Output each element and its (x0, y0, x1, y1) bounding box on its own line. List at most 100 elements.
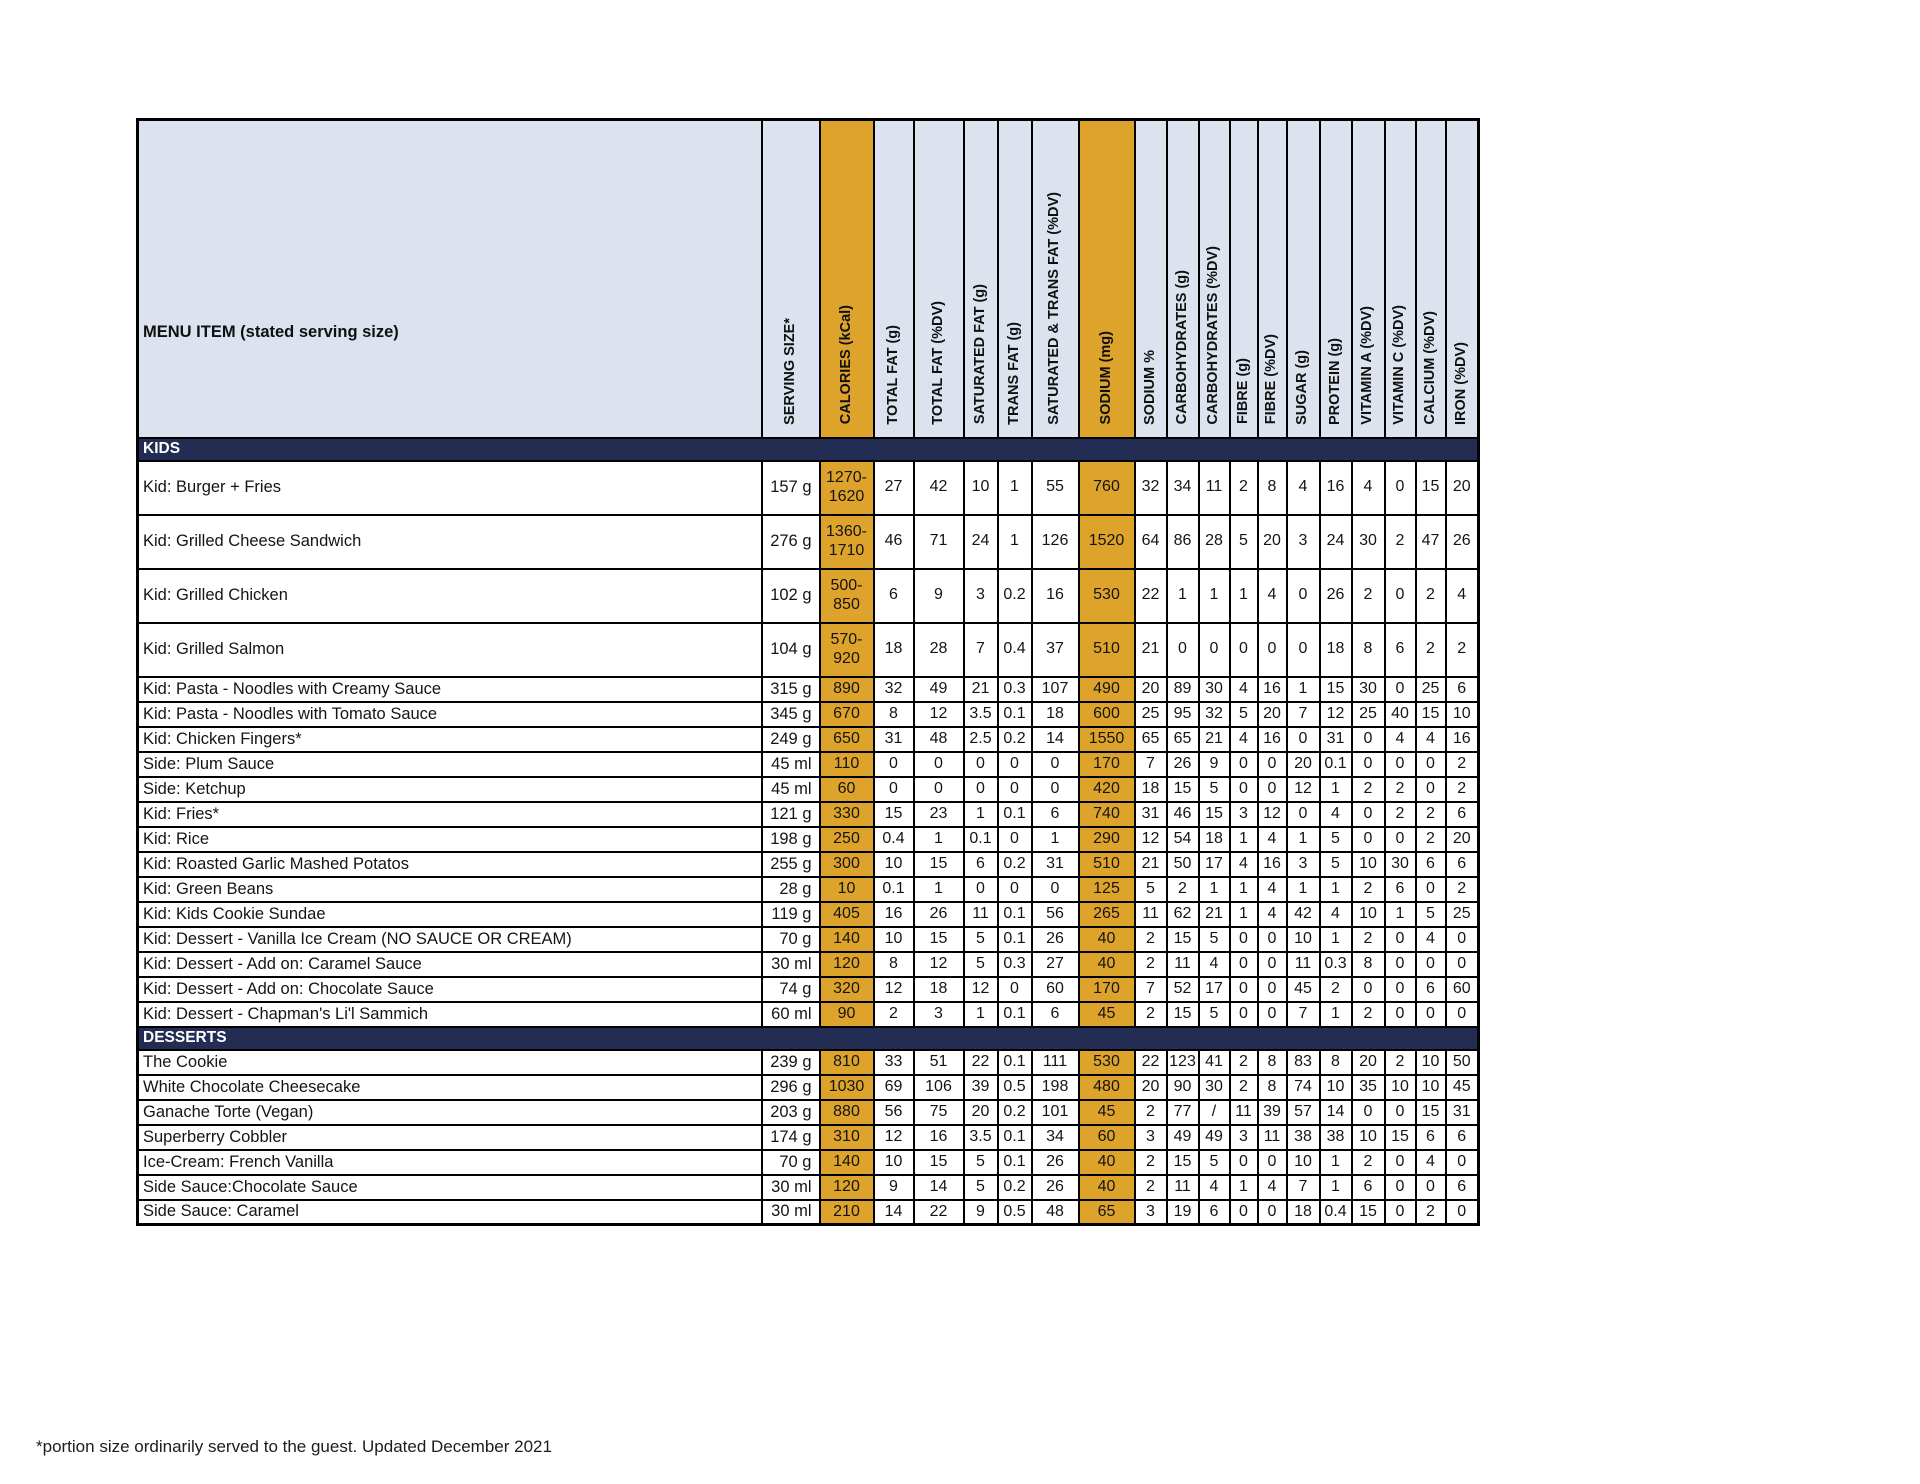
value-cell: 26 (912, 900, 965, 928)
menu-item-cell: Kid: Roasted Garlic Mashed Potatos (136, 850, 763, 878)
value-cell: 0 (996, 825, 1033, 853)
value-cell: 0.3 (996, 675, 1033, 703)
value-cell: 1 (1228, 825, 1259, 853)
menu-item-cell: Kid: Grilled Salmon (136, 621, 763, 678)
value-cell: 6 (1444, 1173, 1480, 1201)
value-cell: 56 (1030, 900, 1080, 928)
value-cell: 170 (1077, 750, 1136, 778)
value-cell: 49 (1165, 1123, 1200, 1151)
value-cell: 4 (1228, 675, 1259, 703)
value-cell: 55 (1030, 459, 1080, 516)
value-cell: 0 (1350, 800, 1386, 828)
value-cell: 0.4 (872, 825, 915, 853)
value-cell: 5 (962, 925, 999, 953)
menu-item-cell: Kid: Chicken Fingers* (136, 725, 763, 753)
column-header-label: CALORIES (kCal) (837, 305, 854, 425)
value-cell: 420 (1077, 775, 1136, 803)
value-cell: 0.1 (996, 1123, 1033, 1151)
value-cell: 0 (1414, 750, 1447, 778)
value-cell: 10 (1383, 1073, 1417, 1101)
menu-item-cell: Kid: Rice (136, 825, 763, 853)
value-cell: 650 (818, 725, 875, 753)
column-header-fibre-dv: FIBRE (%DV) (1256, 118, 1288, 439)
value-cell: 1 (1228, 900, 1259, 928)
value-cell: 8 (1256, 1073, 1288, 1101)
table-row: Kid: Dessert - Chapman's Li'l Sammich 60 … (136, 1000, 1480, 1028)
value-cell: 210 (818, 1198, 875, 1226)
value-cell: 10 (1414, 1048, 1447, 1076)
value-cell: 1 (1318, 1173, 1353, 1201)
value-cell: 38 (1318, 1123, 1353, 1151)
value-cell: 11 (1133, 900, 1168, 928)
value-cell: 12 (1256, 800, 1288, 828)
value-cell: 0 (1444, 1198, 1480, 1226)
value-cell: 6 (1444, 850, 1480, 878)
value-cell: 4 (1285, 459, 1321, 516)
value-cell: 4 (1228, 850, 1259, 878)
value-cell: 2.5 (962, 725, 999, 753)
value-cell: 0.2 (996, 725, 1033, 753)
serving-size-cell: 70 g (760, 1148, 821, 1176)
value-cell: 0 (1383, 975, 1417, 1003)
value-cell: 9 (962, 1198, 999, 1226)
value-cell: 2 (1414, 567, 1447, 624)
value-cell: 10 (872, 925, 915, 953)
value-cell: 0 (1414, 1173, 1447, 1201)
value-cell: 12 (872, 975, 915, 1003)
value-cell: 4 (1256, 1173, 1288, 1201)
column-header-label: VITAMIN A (%DV) (1359, 305, 1376, 425)
value-cell: 2 (1133, 1098, 1168, 1126)
value-cell: 6 (962, 850, 999, 878)
value-cell: 265 (1077, 900, 1136, 928)
value-cell: 198 (1030, 1073, 1080, 1101)
value-cell: 26 (1030, 1148, 1080, 1176)
value-cell: 290 (1077, 825, 1136, 853)
value-cell: 760 (1077, 459, 1136, 516)
value-cell: 10 (818, 875, 875, 903)
value-cell: 0.1 (872, 875, 915, 903)
serving-size-cell: 157 g (760, 459, 821, 516)
value-cell: 0 (1383, 750, 1417, 778)
value-cell: 30 (1197, 675, 1231, 703)
value-cell: 1 (1318, 875, 1353, 903)
table-row: White Chocolate Cheesecake 296 g 1030 69 106… (136, 1073, 1480, 1101)
value-cell: 8 (1318, 1048, 1353, 1076)
value-cell: 2 (1350, 1148, 1386, 1176)
menu-item-cell: Kid: Pasta - Noodles with Creamy Sauce (136, 675, 763, 703)
value-cell: 2 (1318, 975, 1353, 1003)
value-cell: 46 (872, 513, 915, 570)
value-cell: 7 (1133, 750, 1168, 778)
value-cell: 37 (1030, 621, 1080, 678)
serving-size-cell: 315 g (760, 675, 821, 703)
serving-size-cell: 45 ml (760, 775, 821, 803)
value-cell: 0 (996, 975, 1033, 1003)
value-cell: 42 (1285, 900, 1321, 928)
menu-item-cell: Kid: Green Beans (136, 875, 763, 903)
value-cell: 1 (1285, 825, 1321, 853)
value-cell: 6 (1444, 675, 1480, 703)
value-cell: 6 (1030, 1000, 1080, 1028)
value-cell: 0.1 (996, 1000, 1033, 1028)
value-cell: 4 (1444, 567, 1480, 624)
value-cell: 250 (818, 825, 875, 853)
value-cell: 15 (1414, 1098, 1447, 1126)
value-cell: 30 (1350, 675, 1386, 703)
value-cell: 1 (1318, 1148, 1353, 1176)
value-cell: 0 (1165, 621, 1200, 678)
value-cell: 8 (1350, 950, 1386, 978)
value-cell: 15 (1414, 700, 1447, 728)
value-cell: 14 (1030, 725, 1080, 753)
value-cell: 39 (962, 1073, 999, 1101)
value-cell: 0.1 (996, 925, 1033, 953)
value-cell: 1 (1030, 825, 1080, 853)
serving-size-cell: 102 g (760, 567, 821, 624)
table-row: Side: Ketchup 45 ml 60 0 0 0 0 0 420 18 15 5 0 0 12 1 2 2… (136, 775, 1480, 803)
value-cell: 3 (962, 567, 999, 624)
serving-size-cell: 249 g (760, 725, 821, 753)
serving-size-cell: 276 g (760, 513, 821, 570)
value-cell: 0 (996, 875, 1033, 903)
column-header-carbohydrates-dv: CARBOHYDRATES (%DV) (1197, 118, 1231, 439)
value-cell: 1 (1318, 1000, 1353, 1028)
value-cell: 2 (1228, 1048, 1259, 1076)
value-cell: 25 (1350, 700, 1386, 728)
